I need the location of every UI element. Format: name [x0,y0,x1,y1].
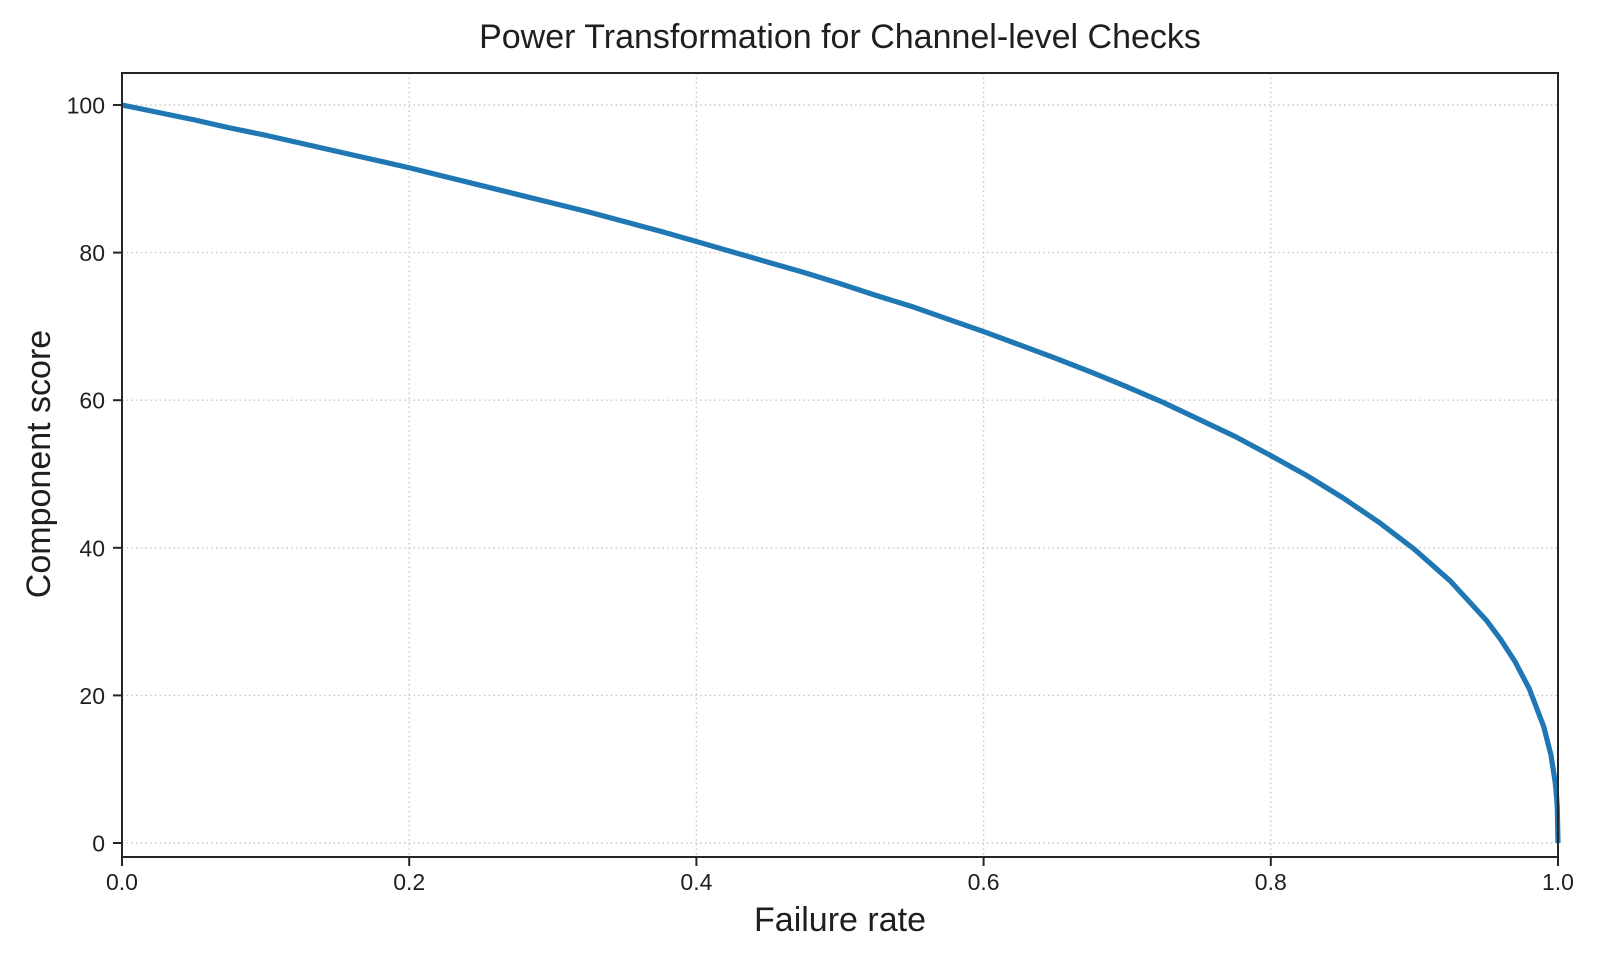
grid-lines [121,73,1559,857]
x-tick-label: 0.0 [106,869,138,895]
plot-border [121,72,1559,858]
y-tick-label: 40 [79,535,105,561]
y-tick-label: 20 [79,683,105,709]
x-tick-label: 1.0 [1542,869,1574,895]
x-tick-label: 0.6 [968,869,1000,895]
y-tick-label: 60 [79,388,105,414]
data-series-layer [121,102,1561,844]
y-tick-label: 100 [67,93,105,119]
x-tick-label: 0.4 [680,869,712,895]
y-tick-label: 0 [92,831,105,857]
x-tick-label: 0.8 [1255,869,1287,895]
axis-ticks [113,104,1559,866]
tick-labels: 0.0 0.2 0.4 0.6 0.8 1.0 0 20 40 60 80 100 [67,93,1574,896]
y-axis-label: Component score [20,330,58,598]
x-axis-label: Failure rate [754,901,926,939]
y-tick-label: 80 [79,240,105,266]
series-line [121,102,1561,844]
x-tick-label: 0.2 [393,869,425,895]
chart-title: Power Transformation for Channel-level C… [479,18,1201,56]
